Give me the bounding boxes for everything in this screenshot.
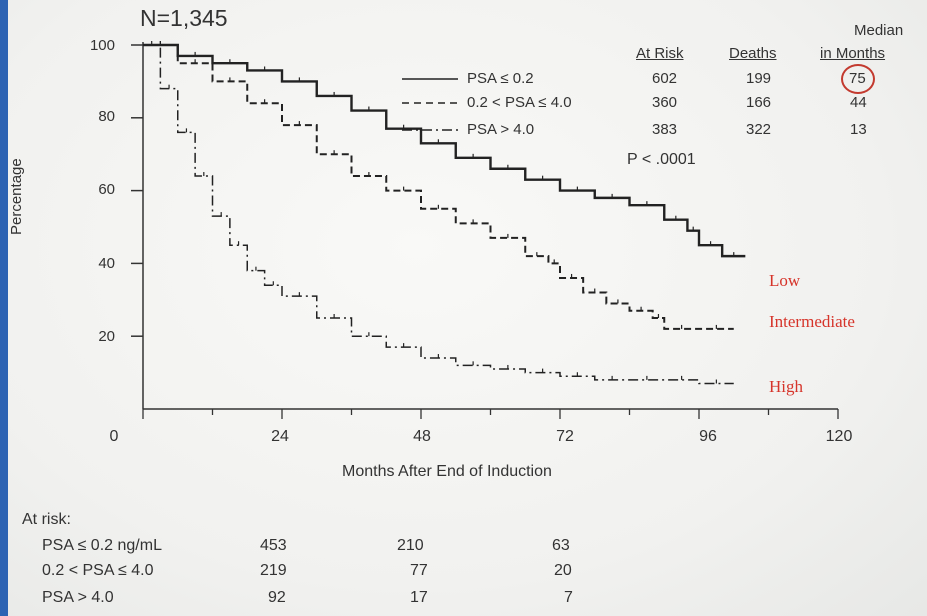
header-at-risk: At Risk: [636, 45, 684, 62]
left-edge-bar: [0, 0, 8, 616]
median-intermediate: 44: [850, 94, 867, 111]
median-high: 13: [850, 121, 867, 138]
curve-dashed: [143, 44, 734, 330]
x-tick-48: 48: [413, 428, 431, 445]
risk-low-24: 453: [260, 537, 287, 554]
x-tick-0: 0: [109, 428, 119, 445]
deaths-intermediate: 166: [746, 94, 772, 111]
header-median-line1: Median: [854, 22, 904, 39]
x-tick-96: 96: [699, 428, 717, 445]
risk-intermediate-48: 77: [410, 562, 428, 579]
y-tick-100: 100: [89, 37, 115, 54]
risk-high-72: 7: [564, 589, 573, 606]
y-axis-label: Percentage: [8, 158, 25, 235]
x-tick-72: 72: [556, 428, 574, 445]
x-tick-24: 24: [271, 428, 289, 445]
legend-label-high: PSA > 4.0: [467, 121, 535, 138]
risk-high-24: 92: [268, 589, 286, 606]
y-tick-60: 60: [98, 181, 115, 198]
at-risk-intermediate: 360: [652, 94, 678, 111]
median-low: 75: [849, 70, 866, 87]
risk-low-48: 210: [397, 537, 424, 554]
y-tick-20: 20: [98, 328, 115, 345]
legend-label-intermediate: 0.2 < PSA ≤ 4.0: [467, 94, 572, 111]
at-risk-title: At risk:: [22, 511, 71, 528]
chart-axes: [131, 42, 839, 419]
curve-label-high: High: [769, 377, 803, 396]
deaths-high: 322: [746, 121, 772, 138]
y-tick-80: 80: [98, 108, 115, 125]
at-risk-low: 602: [652, 70, 678, 87]
header-median-line2: in Months: [820, 45, 886, 62]
risk-high-48: 17: [410, 589, 428, 606]
risk-row-label-high: PSA > 4.0: [42, 589, 114, 606]
chart-title: N=1,345: [140, 5, 228, 31]
legend-label-low: PSA ≤ 0.2: [467, 70, 534, 87]
median-highlight-circle: [841, 64, 875, 94]
chart-curves: [143, 41, 746, 385]
risk-low-72: 63: [552, 537, 570, 554]
risk-intermediate-72: 20: [554, 562, 572, 579]
curve-label-intermediate: Intermediate: [769, 312, 855, 331]
deaths-low: 199: [746, 70, 772, 87]
header-deaths: Deaths: [729, 45, 777, 62]
risk-row-label-intermediate: 0.2 < PSA ≤ 4.0: [42, 562, 154, 579]
risk-row-label-low: PSA ≤ 0.2 ng/mL: [42, 537, 162, 554]
risk-intermediate-24: 219: [260, 562, 287, 579]
y-tick-40: 40: [98, 255, 115, 272]
x-tick-120: 120: [825, 428, 853, 445]
x-axis-label: Months After End of Induction: [342, 463, 552, 480]
at-risk-high: 383: [652, 121, 678, 138]
curve-label-low: Low: [769, 271, 801, 290]
p-value: P < .0001: [627, 151, 696, 168]
legend-lines: [402, 78, 458, 131]
